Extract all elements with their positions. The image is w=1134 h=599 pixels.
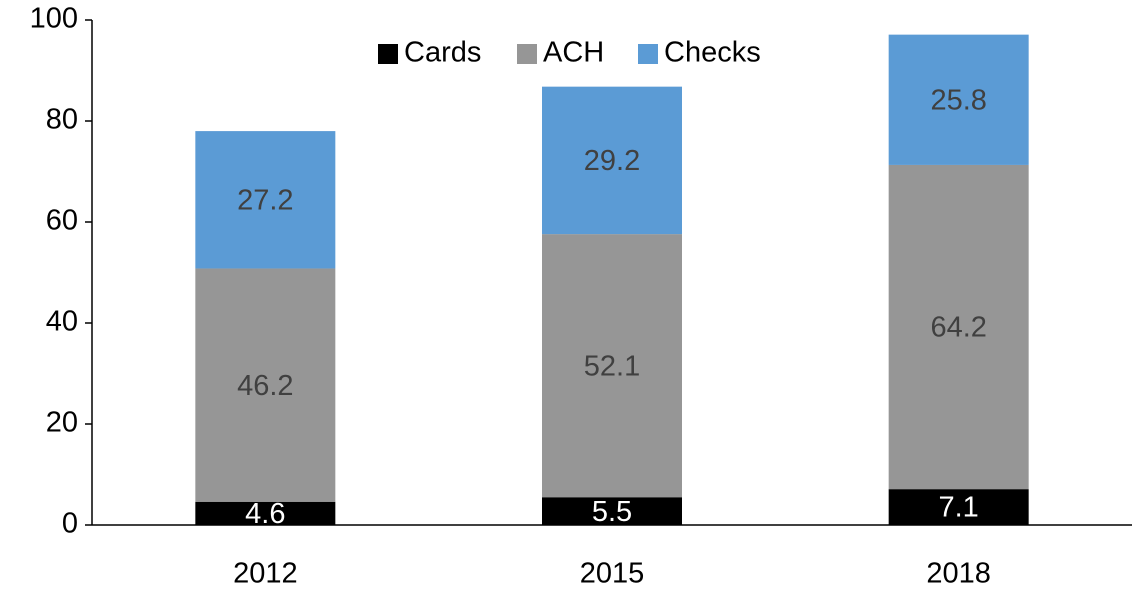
bar-segment: [195, 131, 336, 269]
y-tick-label: 100: [30, 3, 78, 35]
x-tick-label: 2012: [233, 558, 298, 590]
legend-swatch: [638, 44, 658, 64]
bar-segment: [888, 34, 1029, 165]
y-tick-label: 40: [46, 306, 78, 338]
x-tick-label: 2018: [926, 558, 991, 590]
data-label: 46.2: [237, 370, 293, 402]
data-label: 4.6: [245, 498, 285, 530]
y-tick-label: 20: [46, 407, 78, 439]
data-label: 25.8: [930, 84, 986, 116]
data-label: 29.2: [584, 145, 640, 177]
x-tick-label: 2015: [580, 558, 645, 590]
bar-segment: [195, 268, 336, 502]
legend-label: Checks: [664, 37, 761, 69]
y-tick-label: 80: [46, 104, 78, 136]
data-label: 52.1: [584, 350, 640, 382]
data-label: 64.2: [930, 312, 986, 344]
y-tick-label: 60: [46, 205, 78, 237]
bar-segment: [542, 234, 682, 498]
y-tick-label: 0: [62, 508, 78, 540]
data-label: 5.5: [592, 496, 632, 528]
bar-segment: [888, 164, 1029, 490]
bar-segment: [542, 86, 682, 235]
bar-segment: [542, 497, 682, 525]
data-label: 7.1: [939, 492, 979, 524]
legend-label: Cards: [404, 37, 481, 69]
legend-swatch: [517, 44, 537, 64]
legend-swatch: [378, 44, 398, 64]
bar-segment: [888, 489, 1029, 525]
bar-segment: [195, 501, 336, 525]
data-label: 27.2: [237, 184, 293, 216]
legend-label: ACH: [543, 37, 604, 69]
